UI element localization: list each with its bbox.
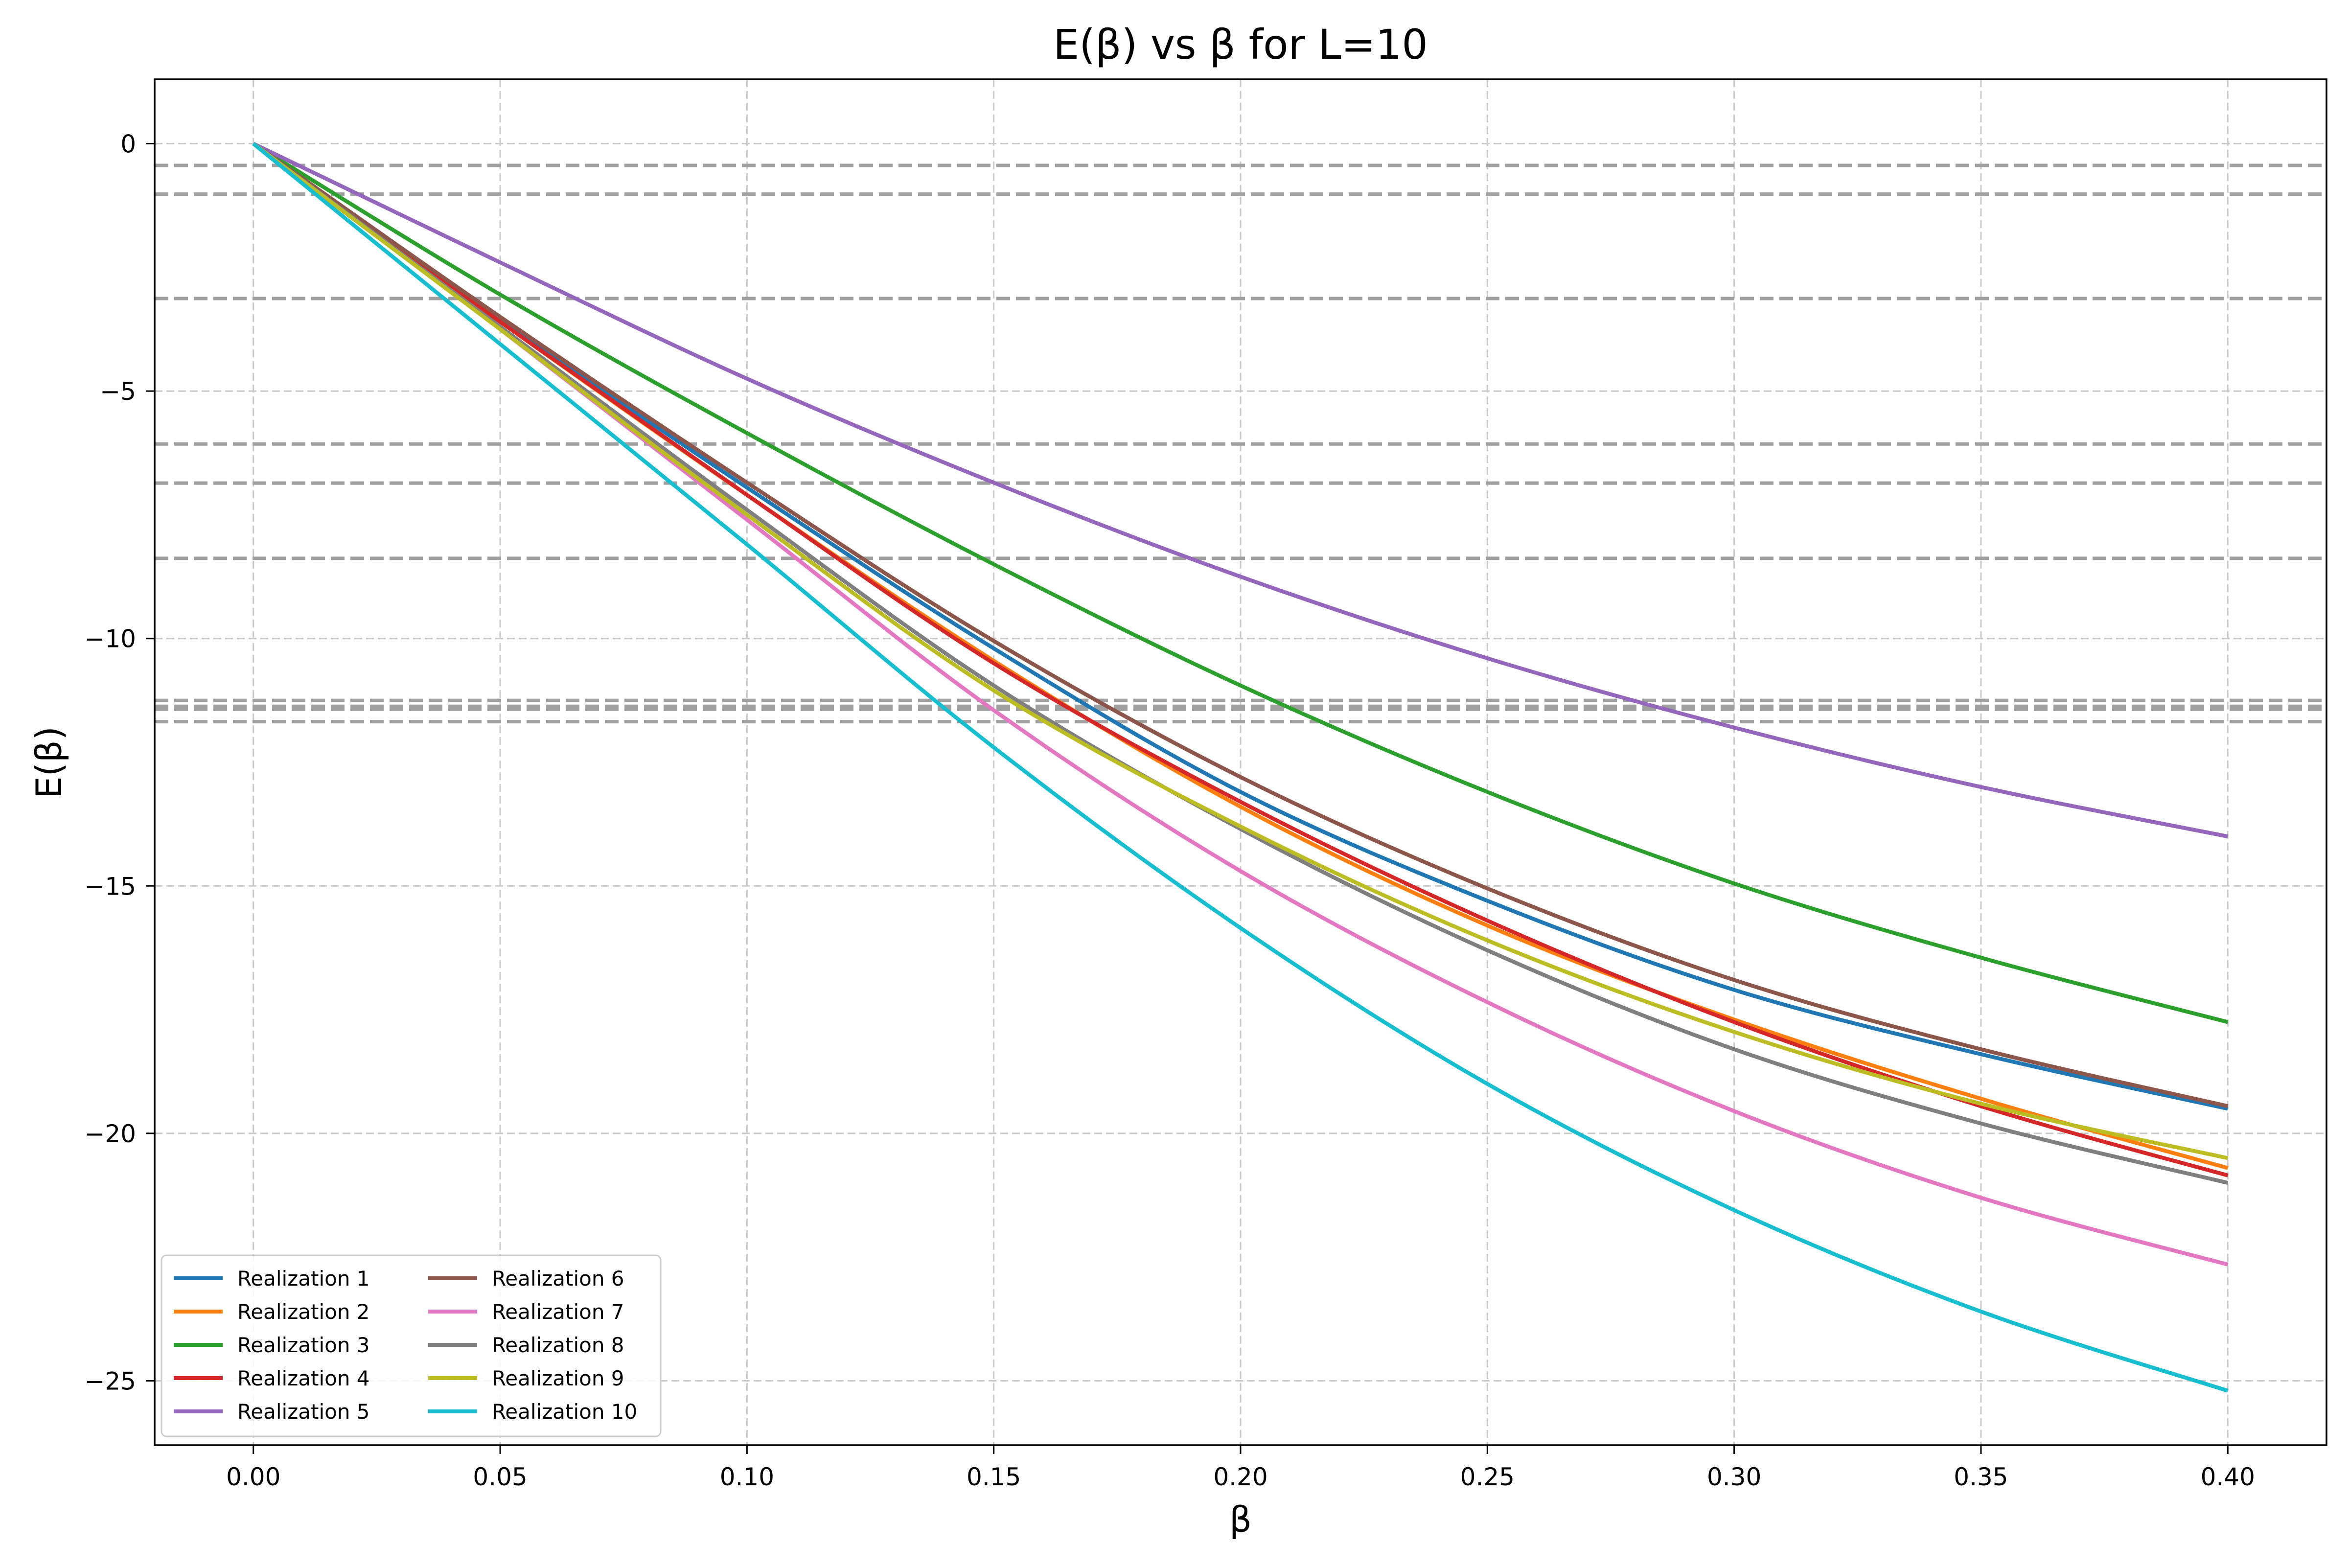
y-tick-label-5: −25: [84, 1367, 136, 1396]
legend-label-realization-10: Realization 10: [492, 1400, 637, 1424]
x-tick-label-6: 0.30: [1707, 1463, 1761, 1491]
grid: [155, 79, 2326, 1445]
series-lines: [252, 141, 2229, 1393]
y-tick-label-2: −10: [84, 625, 136, 653]
legend-label-realization-2: Realization 2: [237, 1300, 370, 1324]
series-line-realization-3: [252, 142, 2229, 1024]
y-axis-label: E(β): [28, 726, 69, 799]
legend-label-realization-6: Realization 6: [492, 1267, 624, 1291]
reference-lines: [155, 163, 2326, 724]
series-line-realization-10: [252, 142, 2229, 1393]
series-line-realization-4: [252, 142, 2229, 1177]
x-tick-label-0: 0.00: [226, 1463, 280, 1491]
x-tick-label-7: 0.35: [1954, 1463, 2008, 1491]
legend-label-realization-3: Realization 3: [237, 1333, 370, 1357]
legend-label-realization-1: Realization 1: [237, 1267, 370, 1291]
x-tick-label-4: 0.20: [1213, 1463, 1267, 1491]
series-line-realization-6: [252, 142, 2229, 1108]
legend-label-realization-8: Realization 8: [492, 1333, 624, 1357]
legend-label-realization-9: Realization 9: [492, 1366, 624, 1390]
y-tick-label-0: 0: [120, 130, 136, 158]
legend: Realization 1 Realization 2 Realization 3 R…: [161, 1254, 662, 1437]
legend-label-realization-4: Realization 4: [237, 1366, 370, 1390]
x-tick-label-8: 0.40: [2201, 1463, 2255, 1491]
y-tick-label-3: −15: [84, 872, 136, 900]
chart-title: E(β) vs β for L=10: [1053, 21, 1428, 69]
series-line-realization-9: [252, 142, 2229, 1160]
x-tick-label-2: 0.10: [720, 1463, 774, 1491]
x-tick-label-5: 0.25: [1460, 1463, 1515, 1491]
x-tick-label-3: 0.15: [967, 1463, 1021, 1491]
y-tick-label-4: −20: [84, 1120, 136, 1148]
series-line-realization-1: [252, 142, 2229, 1111]
y-axis-ticks: 0 −5 −10 −15 −20 −25: [84, 130, 155, 1396]
x-axis-ticks: 0.00 0.05 0.10 0.15 0.20 0.25 0.30 0.35 0.40: [226, 1445, 2255, 1491]
legend-label-realization-7: Realization 7: [492, 1300, 624, 1324]
x-axis-label: β: [1229, 1499, 1252, 1540]
x-tick-label-1: 0.05: [473, 1463, 527, 1491]
series-line-realization-5: [252, 141, 2229, 839]
legend-box: [161, 1254, 662, 1437]
y-tick-label-1: −5: [100, 377, 136, 406]
legend-label-realization-5: Realization 5: [237, 1400, 370, 1424]
